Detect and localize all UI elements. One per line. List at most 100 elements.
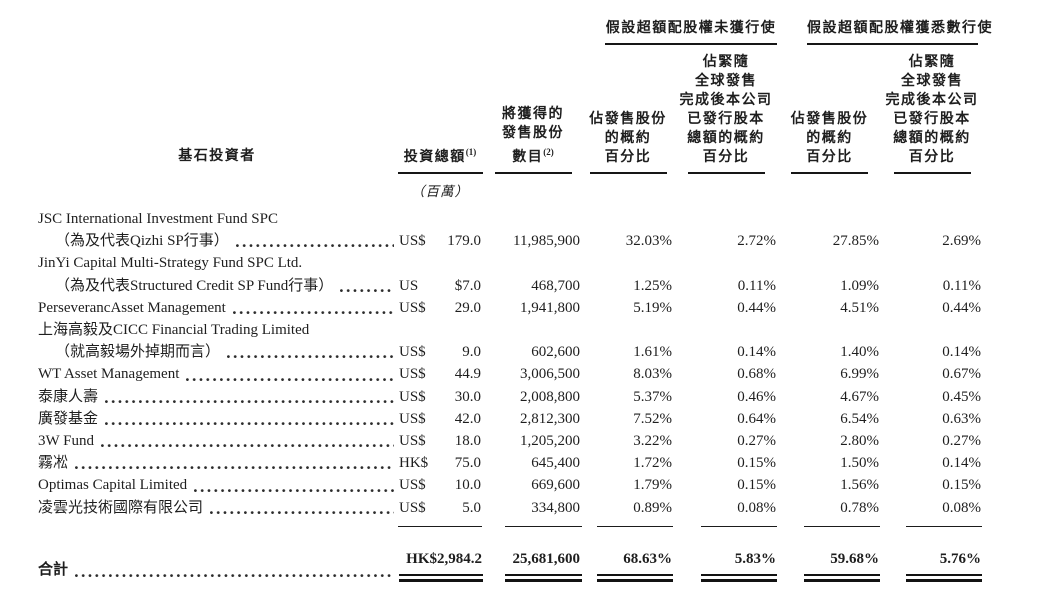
investment-cell: US$ 9.0 [396, 341, 484, 363]
total-pct-capital-unexercised: 5.83% [674, 548, 778, 582]
table-column-header-row: 基石投資者 投資總額(1) （百萬） 將獲得的 發售股份 數目(2) 佔發售股份… [0, 53, 1049, 199]
pct-offering-unexercised: 1.61% [633, 344, 672, 361]
dot-leader [194, 488, 394, 493]
column-rule [804, 525, 880, 528]
currency: US$ [399, 299, 426, 316]
pct-capital-unexercised: 0.08% [737, 499, 776, 516]
table-group-header-row: 假設超額配股權未獲行使 假設超額配股權獲悉數行使 [0, 17, 1049, 45]
pct-capital-unexercised: 0.11% [737, 277, 776, 294]
investor-name: JinYi Capital Multi-Strategy Fund SPC Lt… [0, 252, 396, 296]
investor-name-line2: （就高毅場外掉期而言） [55, 344, 221, 361]
header-rule [397, 172, 483, 174]
currency: US$ [399, 366, 426, 383]
investor-row: 上海高毅及CICC Financial Trading Limited （就高毅… [0, 319, 1049, 363]
pct-offering-unexercised: 32.03% [625, 233, 672, 250]
amount: 5.0 [462, 499, 481, 516]
investor-name-line1: 泰康人壽 [38, 388, 99, 405]
pct-offering-unexercised: 1.25% [633, 277, 672, 294]
pct-offering-exercised: 4.51% [840, 299, 879, 316]
amount: 44.9 [454, 366, 481, 383]
investment-cell: HK$ 75.0 [396, 452, 484, 474]
pct-capital-unexercised: 0.46% [737, 388, 776, 405]
col-header-investment-label: 投資總額 [403, 150, 466, 165]
investor-name-line2: （為及代表Structured Credit SP Fund行事） [55, 277, 334, 294]
investor-row: JSC International Investment Fund SPC （為… [0, 208, 1049, 252]
dot-leader [100, 444, 394, 449]
pct-capital-exercised: 0.15% [942, 477, 981, 494]
header-rule [687, 172, 765, 174]
pct-capital-exercised: 0.63% [942, 410, 981, 427]
double-rule [399, 573, 483, 582]
col-header-investor: 基石投資者 [0, 147, 396, 174]
footnote-2-marker: (2) [543, 147, 554, 157]
investor-name-line1: 3W Fund [38, 433, 94, 450]
investor-name: JSC International Investment Fund SPC （為… [0, 208, 396, 252]
double-rule [701, 573, 777, 582]
column-rule [398, 525, 482, 528]
investor-row: 3W Fund US$ 18.0 1,205,200 3.22% 0.27% 2.… [0, 430, 1049, 452]
investor-row: 霧凇 HK$ 75.0 645,400 1.72% 0.15% 1.50% 0.1… [0, 452, 1049, 474]
currency: US$ [399, 477, 426, 494]
amount: 75.0 [454, 455, 481, 472]
amount: 42.0 [454, 410, 481, 427]
investor-name: 凌雲光技術國際有限公司 [0, 497, 396, 519]
pct-capital-exercised: 0.67% [942, 366, 981, 383]
shares-count: 468,700 [531, 277, 580, 294]
investor-name-line1: 廣發基金 [38, 410, 99, 427]
dot-leader [105, 422, 394, 427]
group-header-overallotment-unexercised: 假設超額配股權未獲行使 [605, 17, 777, 45]
total-pct-offering-exercised: 59.68% [778, 548, 881, 582]
investment-cell: US$ 18.0 [396, 430, 484, 452]
total-pct-offering-unexercised: 68.63% [582, 548, 674, 582]
amount: 18.0 [454, 433, 481, 450]
col-header-shares-label: 將獲得的 發售股份 數目 [502, 107, 564, 165]
amount: 29.0 [454, 299, 481, 316]
currency: US$ [399, 233, 426, 250]
dot-leader [186, 377, 394, 382]
currency: US$ [399, 344, 426, 361]
investment-cell: US$ 42.0 [396, 408, 484, 430]
shares-count: 645,400 [531, 455, 580, 472]
double-rule [597, 573, 673, 582]
pct-offering-exercised: 2.80% [840, 433, 879, 450]
currency: HK$ [399, 455, 429, 472]
investment-cell: US$ 44.9 [396, 363, 484, 385]
investor-name-line1: 上海高毅及CICC Financial Trading Limited [38, 322, 310, 339]
column-rule [906, 525, 982, 528]
pct-offering-unexercised: 8.03% [633, 366, 672, 383]
investment-cell: US$ 29.0 [396, 297, 484, 319]
investor-row: Optimas Capital Limited US$ 10.0 669,600 … [0, 474, 1049, 496]
pct-offering-exercised: 6.54% [840, 410, 879, 427]
total-shares: 25,681,600 [484, 548, 582, 582]
pct-offering-unexercised: 7.52% [633, 410, 672, 427]
pct-capital-exercised: 0.14% [942, 344, 981, 361]
pct-capital-exercised: 2.69% [942, 233, 981, 250]
investor-name: WT Asset Management [0, 363, 396, 385]
total-label: 合計 [38, 562, 69, 579]
investor-row: 泰康人壽 US$ 30.0 2,008,800 5.37% 0.46% 4.67%… [0, 386, 1049, 408]
pct-offering-exercised: 1.40% [840, 344, 879, 361]
currency: US [399, 277, 419, 294]
investor-name: PerseverancAsset Management [0, 297, 396, 319]
double-rule [906, 573, 982, 582]
subtotal-rule-row [0, 525, 1049, 528]
amount: $7.0 [454, 277, 481, 294]
pct-capital-exercised: 0.44% [942, 299, 981, 316]
investor-name: 霧凇 [0, 452, 396, 474]
header-rule [893, 172, 971, 174]
pct-offering-unexercised: 0.89% [633, 499, 672, 516]
investor-row: WT Asset Management US$ 44.9 3,006,500 8.… [0, 363, 1049, 385]
col-header-pct-offering-exercised: 佔發售股份 的概約 百分比 [778, 110, 881, 174]
pct-offering-unexercised: 5.19% [633, 299, 672, 316]
pct-capital-exercised: 0.45% [942, 388, 981, 405]
pct-offering-exercised: 1.56% [840, 477, 879, 494]
investor-name-line1: Optimas Capital Limited [38, 477, 188, 494]
amount: 30.0 [454, 388, 481, 405]
pct-capital-unexercised: 2.72% [737, 233, 776, 250]
pct-offering-exercised: 1.09% [840, 277, 879, 294]
shares-count: 2,812,300 [520, 410, 580, 427]
dot-leader [232, 311, 394, 316]
total-pct-capital-exercised: 5.76% [881, 548, 983, 582]
investment-cell: US$ 10.0 [396, 474, 484, 496]
pct-capital-exercised: 0.27% [942, 433, 981, 450]
